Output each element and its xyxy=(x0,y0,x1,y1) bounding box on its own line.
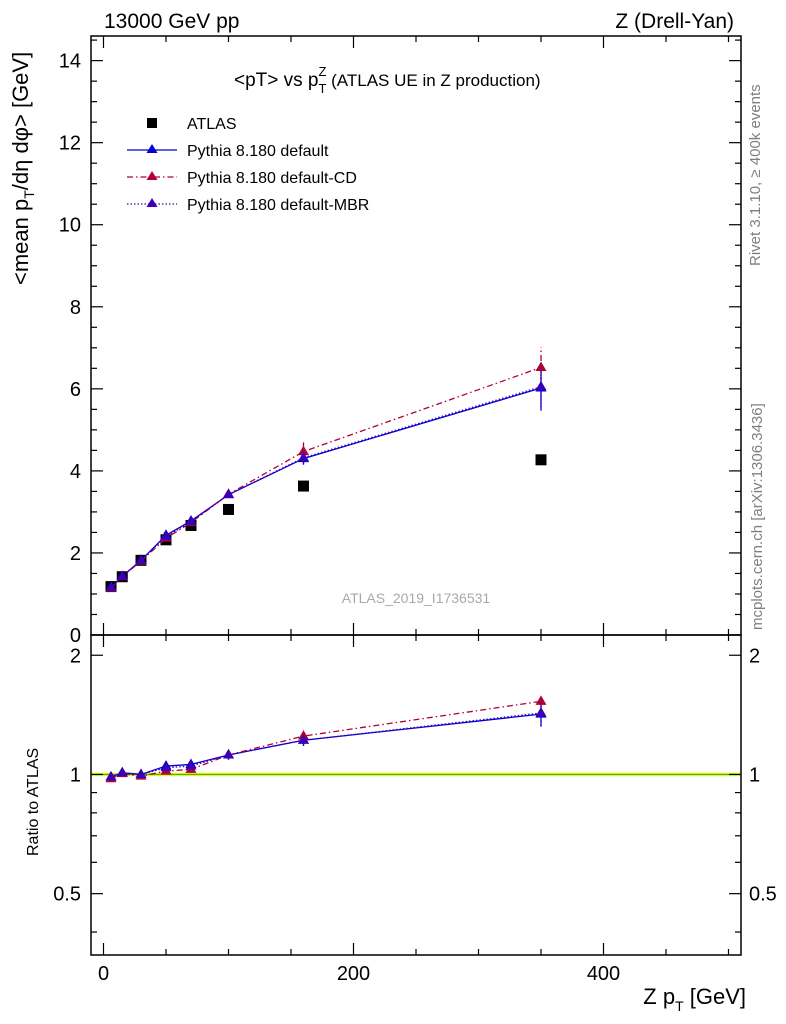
main-series-group xyxy=(105,346,547,593)
ratio-y-tick-label-right: 1 xyxy=(749,764,760,786)
marker-pythia-8-180-default-cd xyxy=(535,695,547,705)
legend-label-atlas: ATLAS xyxy=(187,116,237,133)
x-axis-label: Z pT [GeV] xyxy=(643,984,746,1014)
x-tick-label: 400 xyxy=(587,963,620,985)
y-tick-label: 10 xyxy=(59,215,81,237)
marker-pythia-8-180-default-mbr xyxy=(298,734,309,744)
marker-pythia-8-180-default-mbr xyxy=(185,515,197,526)
marker-pythia-8-180-default-cd xyxy=(535,361,547,372)
y-tick-label: 14 xyxy=(59,51,81,73)
marker-pythia-8-180-default-mbr xyxy=(185,760,197,770)
ratio-y-tick-label: 1 xyxy=(70,764,81,786)
legend-marker-default xyxy=(146,144,158,153)
legend: ATLAS Pythia 8.180 default Pythia 8.180 … xyxy=(127,116,369,214)
legend-label-cd: Pythia 8.180 default-CD xyxy=(187,170,357,187)
marker-pythia-8-180-default-mbr xyxy=(223,748,234,759)
series-line-pythia-8-180-default xyxy=(110,713,542,778)
ratio-y-tick-label: 2 xyxy=(70,645,81,667)
ratio-y-tick-label: 0.5 xyxy=(53,884,81,906)
series-line-pythia-8-180-default-mbr xyxy=(110,712,542,778)
y-tick-label: 6 xyxy=(70,379,81,401)
x-tick-label: 200 xyxy=(337,963,370,985)
y-tick-label: 4 xyxy=(70,461,81,483)
y-tick-label: 12 xyxy=(59,133,81,155)
marker-pythia-8-180-default-cd xyxy=(298,445,309,456)
main-y-axis-label: <mean pT/dη dφ> [GeV] xyxy=(8,52,37,285)
x-tick-label: 0 xyxy=(98,963,109,985)
legend-marker-cd xyxy=(146,171,158,180)
legend-label-mbr: Pythia 8.180 default-MBR xyxy=(187,197,369,214)
marker-pythia-8-180-default-mbr xyxy=(223,488,234,499)
marker-pythia-8-180-default-mbr xyxy=(298,451,309,462)
marker-pythia-8-180-default-mbr xyxy=(160,761,172,772)
legend-marker-atlas xyxy=(147,118,157,128)
ratio-reference-band xyxy=(92,772,740,777)
series-line-pythia-8-180-default-cd xyxy=(110,366,542,589)
ratio-series-group xyxy=(105,694,547,783)
legend-label-default: Pythia 8.180 default xyxy=(187,143,329,160)
marker-pythia-8-180-default-mbr xyxy=(105,581,117,591)
marker-pythia-8-180-default-mbr xyxy=(135,554,147,564)
header-right-label: Z (Drell-Yan) xyxy=(615,10,734,33)
ratio-y-tick-label-right: 0.5 xyxy=(749,884,777,906)
ratio-y-tick-label-right: 2 xyxy=(749,645,760,667)
y-tick-label: 2 xyxy=(70,543,81,565)
series-line-pythia-8-180-default-mbr xyxy=(110,386,542,588)
series-line-pythia-8-180-default-cd xyxy=(110,700,542,780)
rivet-version-label: Rivet 3.1.10, ≥ 400k events xyxy=(747,84,764,266)
data-point-atlas xyxy=(298,480,309,492)
legend-marker-mbr xyxy=(146,198,158,207)
series-line-pythia-8-180-default xyxy=(110,387,542,588)
marker-pythia-8-180-default-mbr xyxy=(135,768,147,778)
marker-pythia-8-180-default-mbr xyxy=(105,771,117,781)
ratio-y-axis-label: Ratio to ATLAS xyxy=(25,748,42,856)
y-tick-label: 8 xyxy=(70,297,81,319)
marker-pythia-8-180-default-mbr xyxy=(116,766,128,777)
marker-pythia-8-180-default-mbr xyxy=(535,706,547,717)
data-point-atlas xyxy=(535,454,547,466)
marker-pythia-8-180-default-mbr xyxy=(160,530,172,541)
y-tick-label: 0 xyxy=(70,625,81,647)
analysis-watermark: ATLAS_2019_I1736531 xyxy=(342,590,491,606)
mcplots-label: mcplots.cern.ch [arXiv:1306.3436] xyxy=(749,403,766,630)
data-point-atlas xyxy=(223,503,234,515)
marker-pythia-8-180-default-mbr xyxy=(116,570,128,580)
marker-pythia-8-180-default-mbr xyxy=(535,380,547,391)
main-plot-title: <pT> vs pTZ (ATLAS UE in Z production) xyxy=(234,64,541,96)
ratio-plot-frame xyxy=(90,634,742,956)
header-left-label: 13000 GeV pp xyxy=(104,10,239,33)
